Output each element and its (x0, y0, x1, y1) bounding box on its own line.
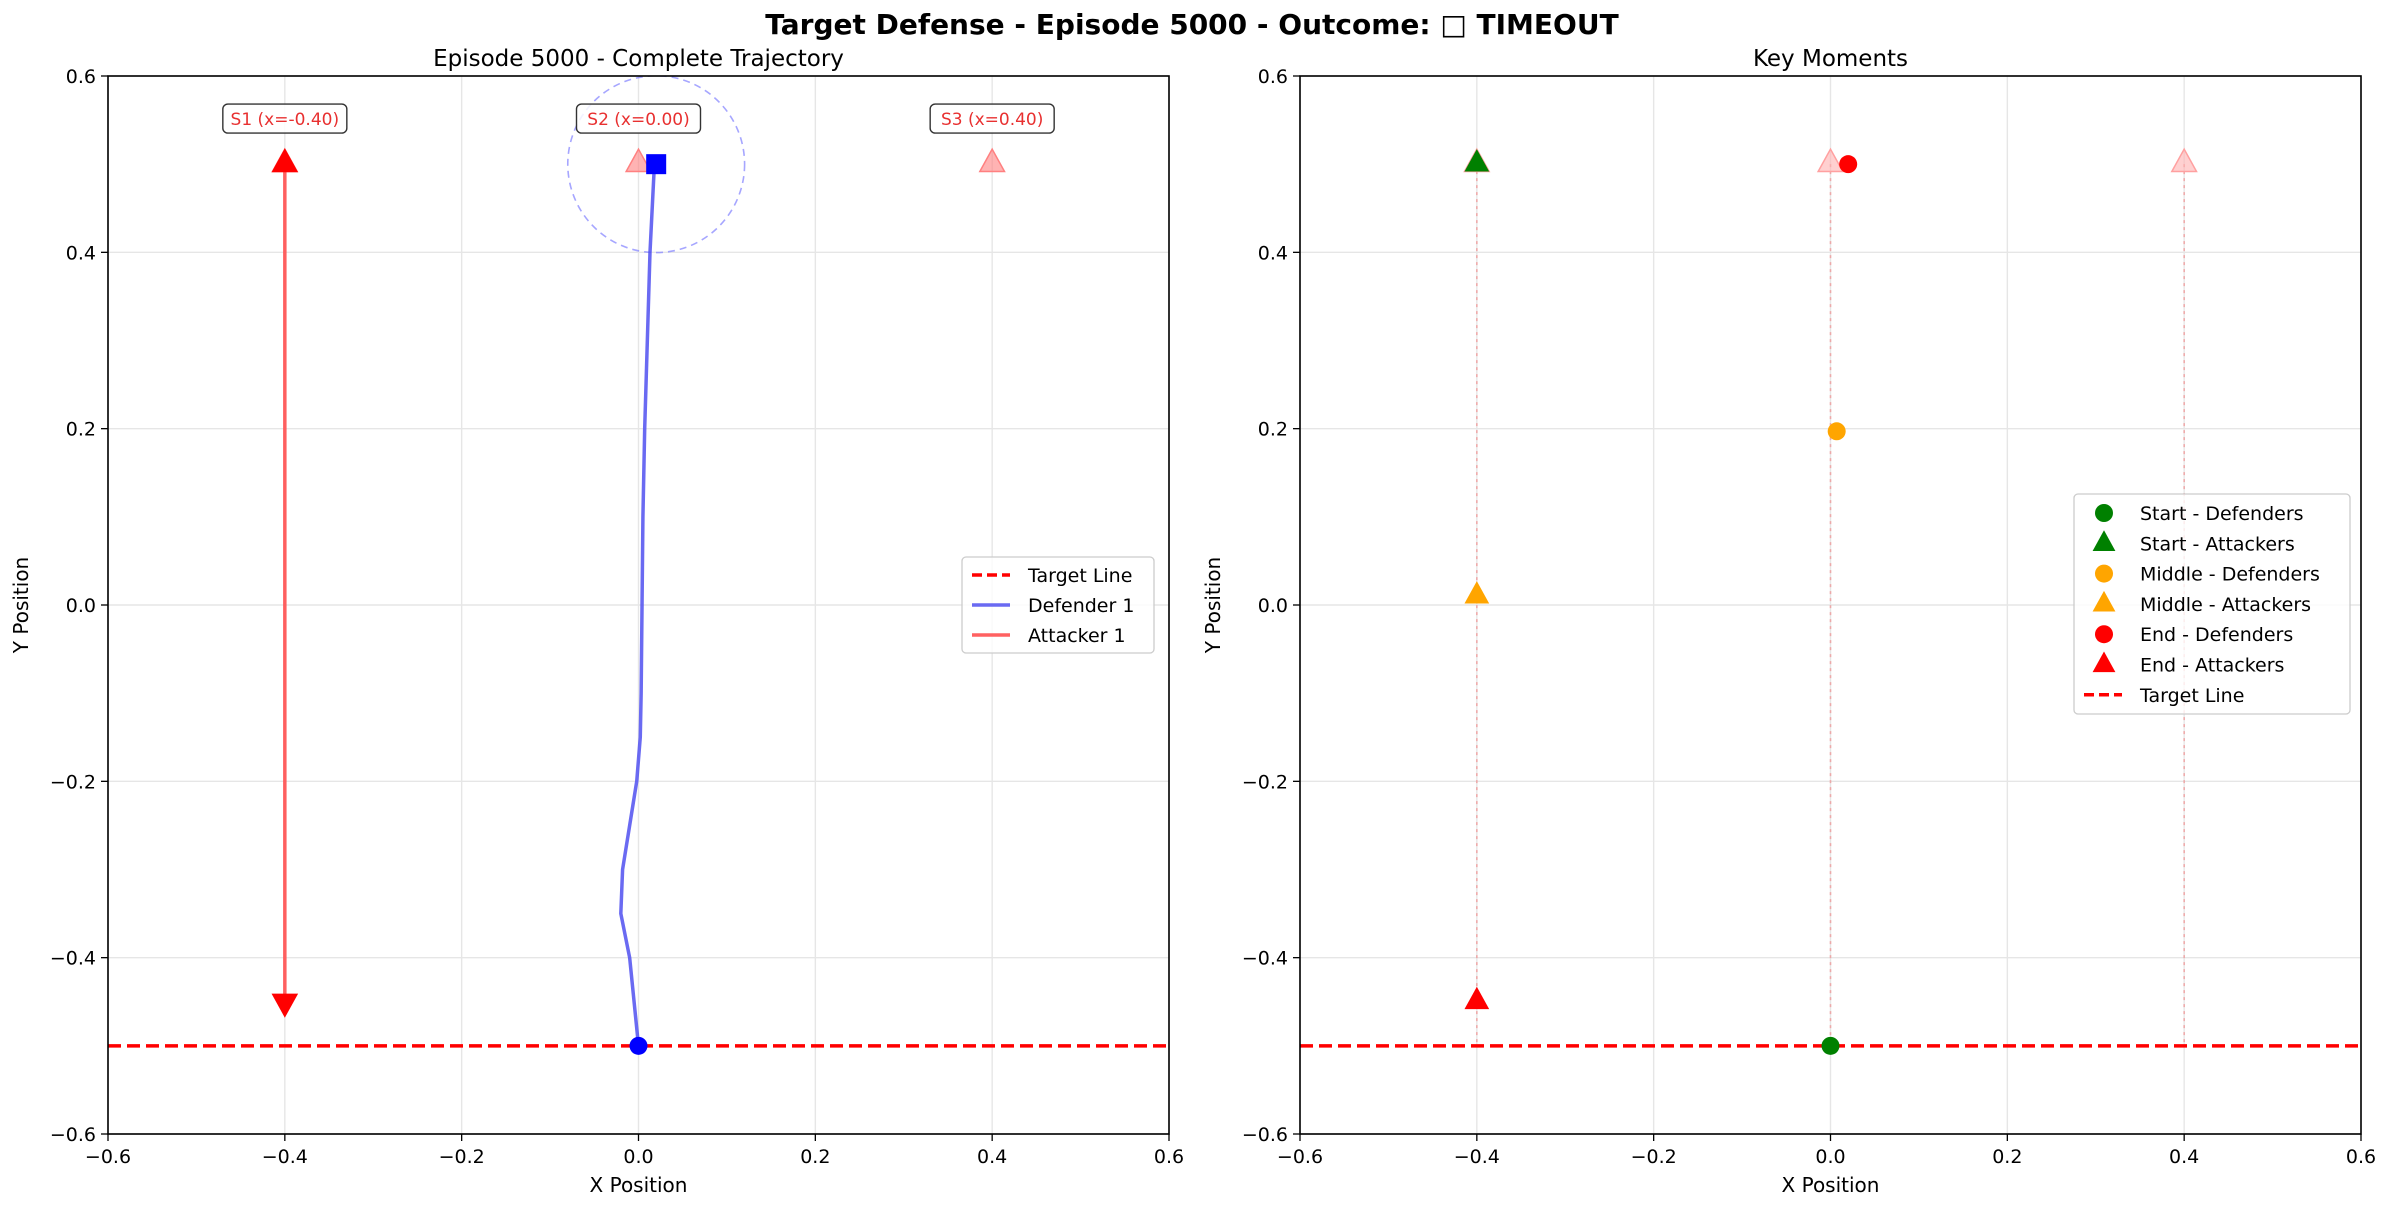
x-tick-label: 0.0 (1815, 1146, 1845, 1168)
defender-1-path (619, 164, 657, 1047)
x-tick-label: 0.0 (623, 1146, 653, 1168)
legend-label: Start - Defenders (2140, 503, 2304, 525)
station-label-box (575, 103, 702, 134)
legend-label: Defender 1 (1028, 595, 1134, 617)
x-tick-label: −0.2 (439, 1146, 485, 1168)
y-tick-label: 0.4 (1258, 242, 1288, 264)
figure-suptitle: Target Defense - Episode 5000 - Outcome:… (765, 8, 1619, 41)
legend-label: Target Line (2139, 685, 2244, 707)
x-tick-label: 0.2 (1992, 1146, 2022, 1168)
y-tick-label: −0.4 (1242, 948, 1288, 970)
y-tick-label: −0.6 (1242, 1124, 1288, 1146)
y-axis-label: Y Position (9, 557, 33, 654)
trajectory-legend: Target Line Defender 1 Attacker 1 (961, 556, 1155, 654)
station-marker (2170, 147, 2198, 173)
key-moments-legend: Start - Defenders Start - Attackers Middle… (2073, 493, 2351, 715)
plot-title: Key Moments (1753, 46, 1908, 72)
station-marker (1816, 147, 1845, 173)
y-tick-label: 0.2 (66, 419, 96, 441)
plot-area (108, 76, 1169, 1055)
station-label: S2 (x=0.00) (587, 110, 689, 130)
x-axis-label: X Position (590, 1173, 688, 1197)
station-label-box (929, 103, 1055, 134)
y-axis-label: Y Position (1201, 557, 1225, 654)
plot-title: Episode 5000 - Complete Trajectory (433, 46, 844, 72)
x-tick-label: −0.4 (262, 1146, 308, 1168)
legend-frame (961, 556, 1155, 654)
defender-1-start-marker (629, 1036, 648, 1055)
axes-frame (1299, 75, 2362, 1135)
legend-label: Start - Attackers (2140, 533, 2295, 555)
legend-frame (2073, 493, 2351, 715)
attacker-1-start-marker (271, 148, 299, 173)
y-tick-label: −0.2 (1242, 771, 1288, 793)
station-marker (624, 147, 653, 173)
x-tick-label: 0.6 (1154, 1146, 1184, 1168)
station-label: S3 (x=0.40) (941, 110, 1043, 130)
legend-label: Middle - Attackers (2140, 594, 2311, 616)
legend-label: Attacker 1 (1028, 625, 1126, 647)
legend-label: Middle - Defenders (2140, 564, 2320, 586)
y-tick-label: −0.2 (50, 771, 96, 793)
end-defenders-point (1839, 155, 1858, 174)
start-attackers-point (1464, 149, 1490, 172)
start-defenders-point (1821, 1036, 1840, 1055)
x-tick-label: −0.4 (1454, 1146, 1500, 1168)
legend-label: Target Line (1027, 565, 1132, 587)
y-tick-label: −0.6 (50, 1124, 96, 1146)
x-tick-label: 0.6 (2346, 1146, 2376, 1168)
y-tick-label: 0.0 (1258, 595, 1288, 617)
x-tick-label: 0.2 (800, 1146, 830, 1168)
y-tick-label: 0.4 (66, 242, 96, 264)
legend-label: End - Defenders (2140, 624, 2293, 646)
x-tick-label: −0.6 (85, 1146, 131, 1168)
attacker-1-end-marker (271, 993, 299, 1018)
y-tick-label: 0.2 (1258, 419, 1288, 441)
legend-swatch (2095, 625, 2113, 644)
plot-area (1300, 147, 2361, 1055)
legend-swatch (2092, 590, 2116, 612)
middle-attackers-point (1464, 581, 1490, 604)
x-tick-label: −0.2 (1631, 1146, 1677, 1168)
middle-defenders-point (1827, 422, 1846, 441)
x-tick-label: 0.4 (977, 1146, 1007, 1168)
legend-label: End - Attackers (2140, 655, 2284, 677)
station-label-box (222, 103, 348, 134)
y-tick-label: 0.6 (66, 66, 96, 88)
legend-swatch (2092, 651, 2116, 673)
end-attackers-point (1464, 986, 1490, 1010)
legend-swatch (2095, 564, 2113, 583)
capture-radius-circle (566, 76, 746, 254)
y-tick-label: 0.0 (66, 595, 96, 617)
legend-swatch (2095, 504, 2113, 522)
y-tick-label: −0.4 (50, 948, 96, 970)
x-axis-label: X Position (1782, 1173, 1880, 1197)
trajectory-plot: −0.6 −0.4 −0.2 0.0 0.2 0.4 0.6 −0.6 −0.4 −0.2 0.0 0… (9, 46, 1184, 1197)
legend-swatch (2092, 530, 2116, 551)
x-tick-label: −0.6 (1277, 1146, 1323, 1168)
x-tick-label: 0.4 (2169, 1146, 2199, 1168)
y-tick-label: 0.6 (1258, 66, 1288, 88)
defender-1-end-marker (646, 154, 667, 175)
key-moments-plot: −0.6 −0.4 −0.2 0.0 0.2 0.4 0.6 −0.6 −0.4 −0.2 0.0 0… (1201, 46, 2376, 1197)
axes-frame (107, 75, 1170, 1135)
station-label: S1 (x=-0.40) (231, 110, 340, 130)
station-marker (978, 147, 1006, 173)
